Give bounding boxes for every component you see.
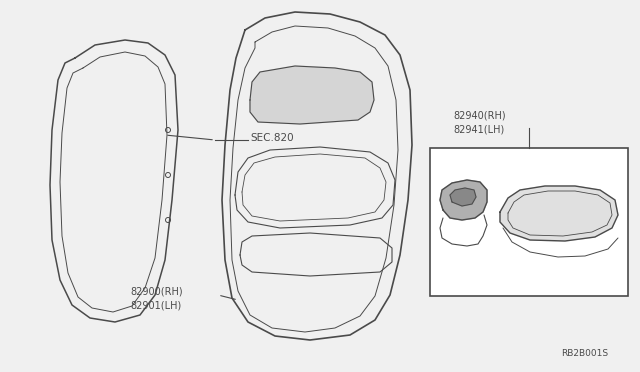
- Bar: [430, 148, 628, 296]
- Text: RB2B001S: RB2B001S: [561, 349, 608, 358]
- Text: 82960(RH)
82961(LH): 82960(RH) 82961(LH): [437, 160, 490, 184]
- Polygon shape: [60, 52, 167, 312]
- Polygon shape: [450, 188, 476, 206]
- Polygon shape: [50, 40, 178, 322]
- Polygon shape: [500, 186, 618, 241]
- Polygon shape: [440, 180, 487, 220]
- Polygon shape: [250, 66, 374, 124]
- Text: SEC.820: SEC.820: [250, 133, 294, 143]
- Text: 82940(RH)
82941(LH): 82940(RH) 82941(LH): [453, 110, 506, 134]
- Text: 82900(RH)
82901(LH): 82900(RH) 82901(LH): [130, 286, 182, 310]
- Polygon shape: [222, 12, 412, 340]
